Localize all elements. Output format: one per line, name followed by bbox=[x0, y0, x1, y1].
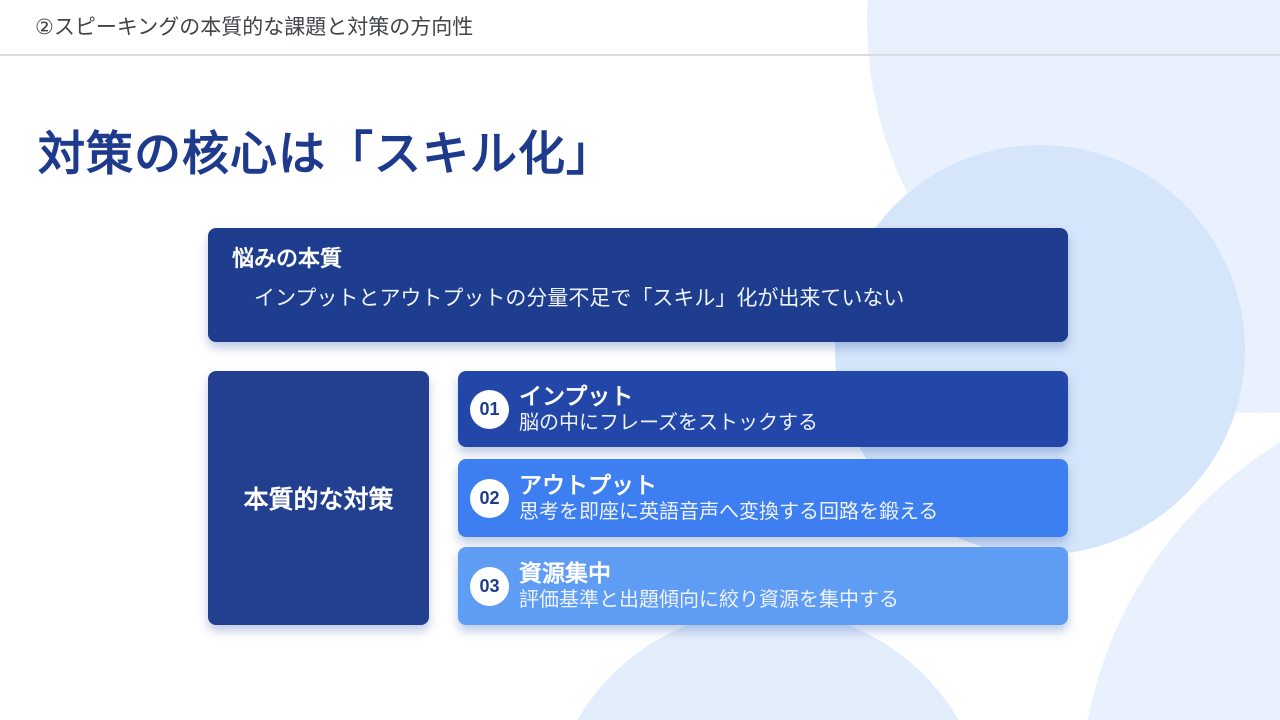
step-description-output: 思考を即座に英語音声へ変換する回路を鍛える bbox=[519, 501, 939, 523]
bg-circle-bottom-center bbox=[548, 610, 988, 720]
problem-box-body: インプットとアウトプットの分量不足で「スキル」化が出来ていない bbox=[254, 287, 905, 310]
step-description-resource-focus: 評価基準と出題傾向に絞り資源を集中する bbox=[519, 589, 899, 611]
header-divider bbox=[0, 54, 1280, 56]
step-text-block: インプット 脳の中にフレーズをストックする bbox=[519, 383, 818, 435]
problem-box: 悩みの本質 インプットとアウトプットの分量不足で「スキル」化が出来ていない bbox=[208, 228, 1068, 342]
step-title-input: インプット bbox=[519, 383, 634, 409]
slide-section-header: ②スピーキングの本質的な課題と対策の方向性 bbox=[35, 16, 474, 39]
step-description-input: 脳の中にフレーズをストックする bbox=[519, 412, 818, 434]
step-number-badge-02: 02 bbox=[470, 478, 509, 518]
step-text-block: アウトプット 思考を即座に英語音声へ変換する回路を鍛える bbox=[519, 472, 938, 524]
step-item-input: 01 インプット 脳の中にフレーズをストックする bbox=[458, 371, 1068, 447]
step-number-badge-03: 03 bbox=[470, 566, 509, 606]
page-title: 対策の核心は「スキル化」 bbox=[38, 127, 614, 181]
step-title-output: アウトプット bbox=[519, 472, 657, 498]
step-number-badge-01: 01 bbox=[470, 389, 509, 429]
solution-label-box: 本質的な対策 bbox=[208, 371, 429, 625]
step-item-resource-focus: 03 資源集中 評価基準と出題傾向に絞り資源を集中する bbox=[458, 547, 1068, 625]
step-title-resource-focus: 資源集中 bbox=[519, 560, 611, 586]
problem-box-label: 悩みの本質 bbox=[232, 246, 343, 271]
step-item-output: 02 アウトプット 思考を即座に英語音声へ変換する回路を鍛える bbox=[458, 459, 1068, 537]
solution-label-text: 本質的な対策 bbox=[243, 486, 394, 514]
step-text-block: 資源集中 評価基準と出題傾向に絞り資源を集中する bbox=[519, 560, 899, 612]
